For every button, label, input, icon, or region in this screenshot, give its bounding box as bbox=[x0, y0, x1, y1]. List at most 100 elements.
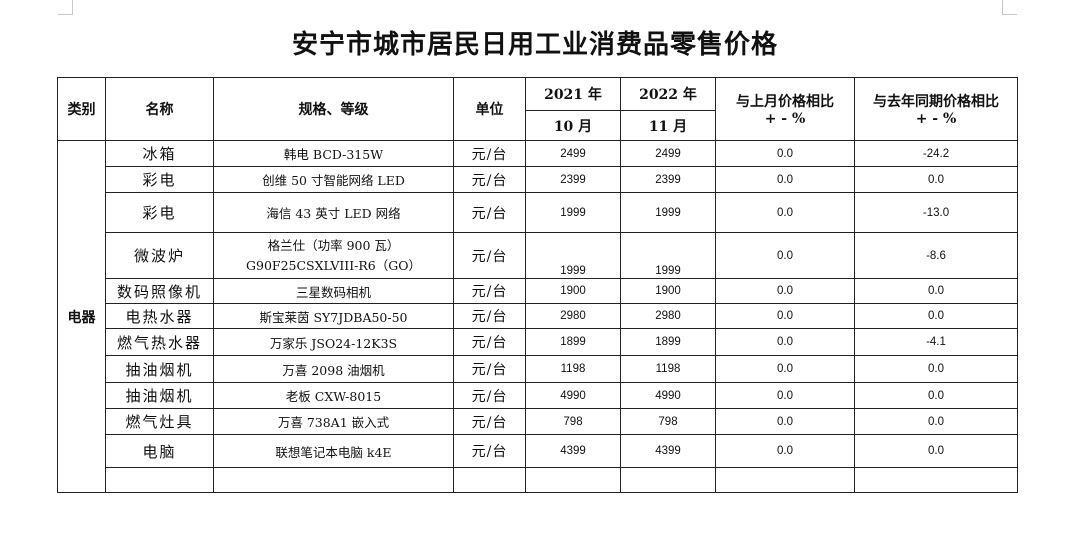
header-year-2022: 2022 年 bbox=[620, 77, 716, 111]
change-year-on-year: -4.1 bbox=[854, 328, 1018, 356]
change-month-on-month: 0.0 bbox=[715, 382, 855, 409]
table-row: 燃气灶具 万喜 738A1 嵌入式 元/台 798 798 0.0 0.0 bbox=[58, 408, 1018, 435]
header-yoy-sign: + - % bbox=[915, 111, 957, 127]
change-year-on-year: -8.6 bbox=[854, 232, 1018, 279]
price-2022: 2980 bbox=[620, 303, 716, 329]
item-spec: 三星数码相机 bbox=[213, 278, 454, 304]
header-yoy-label: 与去年同期价格相比 bbox=[873, 94, 999, 110]
page-corner-mark-right bbox=[1002, 0, 1017, 15]
item-name: 抽油烟机 bbox=[105, 355, 214, 383]
page-corner-mark-left bbox=[58, 0, 73, 15]
item-spec bbox=[213, 467, 454, 493]
header-year-on-year: 与去年同期价格相比 + - % bbox=[854, 77, 1018, 141]
item-name bbox=[105, 467, 214, 493]
price-2022: 4399 bbox=[620, 434, 716, 468]
item-spec: 万喜 2098 油烟机 bbox=[213, 355, 454, 383]
item-spec: 创维 50 寸智能网络 LED bbox=[213, 166, 454, 193]
change-year-on-year: 0.0 bbox=[854, 166, 1018, 193]
item-unit: 元/台 bbox=[453, 408, 526, 435]
price-2021: 2980 bbox=[525, 303, 621, 329]
price-2022 bbox=[620, 467, 716, 493]
change-month-on-month: 0.0 bbox=[715, 166, 855, 193]
item-name: 燃气热水器 bbox=[105, 328, 214, 356]
item-spec-line1: 格兰仕（功率 900 瓦） bbox=[267, 237, 400, 253]
change-month-on-month bbox=[715, 467, 855, 493]
price-2021: 1900 bbox=[525, 278, 621, 304]
table-row: 彩电 海信 43 英寸 LED 网络 元/台 1999 1999 0.0 -13.0 bbox=[58, 192, 1018, 233]
price-2022: 1999 bbox=[620, 192, 716, 233]
change-year-on-year: 0.0 bbox=[854, 303, 1018, 329]
table-row: 电脑 联想笔记本电脑 k4E 元/台 4399 4399 0.0 0.0 bbox=[58, 434, 1018, 468]
change-month-on-month: 0.0 bbox=[715, 140, 855, 167]
price-table: 类别 名称 规格、等级 单位 2021 年 2022 年 与上月价格相比 + -… bbox=[57, 77, 1018, 493]
price-2021: 1198 bbox=[525, 355, 621, 383]
item-unit: 元/台 bbox=[453, 355, 526, 383]
change-year-on-year: 0.0 bbox=[854, 355, 1018, 383]
item-spec: 格兰仕（功率 900 瓦） G90F25CSXLVIII-R6（GO） bbox=[213, 232, 454, 279]
price-2021: 2399 bbox=[525, 166, 621, 193]
header-category: 类别 bbox=[57, 77, 106, 141]
price-2022: 798 bbox=[620, 408, 716, 435]
item-name: 电热水器 bbox=[105, 303, 214, 329]
change-year-on-year: -24.2 bbox=[854, 140, 1018, 167]
item-unit: 元/台 bbox=[453, 434, 526, 468]
header-name: 名称 bbox=[105, 77, 214, 141]
price-2021 bbox=[525, 467, 621, 493]
table-row: 微波炉 格兰仕（功率 900 瓦） G90F25CSXLVIII-R6（GO） 元/台… bbox=[58, 232, 1018, 279]
price-2021: 1899 bbox=[525, 328, 621, 356]
header-mom-sign: + - % bbox=[764, 111, 806, 127]
table-row: 数码照像机 三星数码相机 元/台 1900 1900 0.0 0.0 bbox=[58, 278, 1018, 304]
item-spec-line2: G90F25CSXLVIII-R6（GO） bbox=[246, 257, 421, 273]
header-unit: 单位 bbox=[453, 77, 526, 141]
change-year-on-year: 0.0 bbox=[854, 408, 1018, 435]
price-2021: 4399 bbox=[525, 434, 621, 468]
item-unit: 元/台 bbox=[453, 278, 526, 304]
header-mom-label: 与上月价格相比 bbox=[736, 94, 834, 110]
item-unit: 元/台 bbox=[453, 382, 526, 409]
change-month-on-month: 0.0 bbox=[715, 192, 855, 233]
header-month-2021: 10 月 bbox=[525, 110, 621, 141]
table-row: 抽油烟机 老板 CXW-8015 元/台 4990 4990 0.0 0.0 bbox=[58, 382, 1018, 409]
price-2021: 1999 bbox=[525, 232, 621, 279]
price-2022: 1198 bbox=[620, 355, 716, 383]
item-name: 数码照像机 bbox=[105, 278, 214, 304]
change-month-on-month: 0.0 bbox=[715, 303, 855, 329]
price-2021: 2499 bbox=[525, 140, 621, 167]
table-row: 电热水器 斯宝莱茵 SY7JDBA50-50 元/台 2980 2980 0.0 0.0 bbox=[58, 303, 1018, 329]
table-row bbox=[58, 467, 1018, 493]
price-2022: 4990 bbox=[620, 382, 716, 409]
item-name: 微波炉 bbox=[105, 232, 214, 279]
item-unit bbox=[453, 467, 526, 493]
header-month-2022: 11 月 bbox=[620, 110, 716, 141]
item-spec: 万家乐 JSO24-12K3S bbox=[213, 328, 454, 356]
table-row: 电器 冰箱 韩电 BCD-315W 元/台 2499 2499 0.0 -24.2 bbox=[57, 140, 1018, 493]
item-unit: 元/台 bbox=[453, 140, 526, 167]
change-year-on-year: -13.0 bbox=[854, 192, 1018, 233]
item-spec: 海信 43 英寸 LED 网络 bbox=[213, 192, 454, 233]
change-month-on-month: 0.0 bbox=[715, 408, 855, 435]
document-title: 安宁市城市居民日用工业消费品零售价格 bbox=[291, 30, 778, 60]
item-name: 电脑 bbox=[105, 434, 214, 468]
price-2022: 1999 bbox=[620, 232, 716, 279]
item-spec: 斯宝莱茵 SY7JDBA50-50 bbox=[213, 303, 454, 329]
price-2021: 798 bbox=[525, 408, 621, 435]
item-spec: 万喜 738A1 嵌入式 bbox=[213, 408, 454, 435]
item-name: 彩电 bbox=[105, 166, 214, 193]
price-2022: 1899 bbox=[620, 328, 716, 356]
header-spec: 规格、等级 bbox=[213, 77, 454, 141]
change-month-on-month: 0.0 bbox=[715, 355, 855, 383]
item-name: 彩电 bbox=[105, 192, 214, 233]
header-year-2021: 2021 年 bbox=[525, 77, 621, 111]
category-cell: 电器 bbox=[57, 140, 106, 493]
change-month-on-month: 0.0 bbox=[715, 434, 855, 468]
change-year-on-year: 0.0 bbox=[854, 434, 1018, 468]
price-2021: 4990 bbox=[525, 382, 621, 409]
item-unit: 元/台 bbox=[453, 303, 526, 329]
item-spec: 老板 CXW-8015 bbox=[213, 382, 454, 409]
table-row: 彩电 创维 50 寸智能网络 LED 元/台 2399 2399 0.0 0.0 bbox=[58, 166, 1018, 193]
change-year-on-year bbox=[854, 467, 1018, 493]
item-spec: 韩电 BCD-315W bbox=[213, 140, 454, 167]
table-body: 电器 冰箱 韩电 BCD-315W 元/台 2499 2499 0.0 -24.2 彩电 创维 5… bbox=[57, 140, 1018, 493]
table-row: 抽油烟机 万喜 2098 油烟机 元/台 1198 1198 0.0 0.0 bbox=[58, 355, 1018, 383]
change-month-on-month: 0.0 bbox=[715, 278, 855, 304]
